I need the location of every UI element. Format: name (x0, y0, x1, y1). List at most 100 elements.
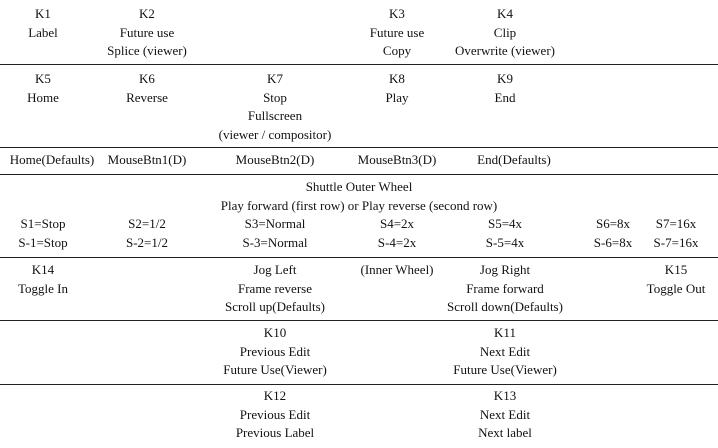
jog-function: Frame forward (466, 280, 544, 296)
key-label: K3 (389, 6, 405, 21)
cell-k4: K4 Clip Overwrite (viewer) (455, 5, 555, 61)
key-label: K2 (139, 6, 155, 21)
key-label: K7 (267, 71, 283, 86)
row-k1-k4: K1 Label K2 Future use Splice (viewer) K… (0, 0, 718, 64)
speed-forward: S6=8x (595, 216, 631, 231)
cell-s1: S1=Stop S-1=Stop (18, 215, 67, 252)
key-function: Label (28, 24, 58, 40)
cell-s7: S7=16x S-7=16x (654, 215, 699, 252)
key-function: Previous Edit (239, 406, 311, 422)
row-shuttle: Shuttle Outer Wheel Play forward (first … (0, 173, 718, 257)
key-function: Home (27, 89, 59, 105)
row-k12-k13: K12 Previous Edit Previous Label K13 Nex… (0, 382, 718, 446)
key-label: K12 (263, 388, 287, 403)
speed-reverse: S-6=8x (593, 234, 633, 250)
cell-k6: K6 Reverse (126, 70, 168, 107)
cell-k5: K5 Home (27, 70, 59, 107)
shuttle-heading: Shuttle Outer Wheel Play forward (first … (221, 178, 498, 215)
key-function: Previous Label (235, 425, 315, 441)
cell-s2: S2=1/2 S-2=1/2 (126, 215, 168, 252)
speed-forward: S2=1/2 (128, 216, 166, 231)
cell-s4: S4=2x S-4=2x (378, 215, 416, 252)
cell-home-defaults: Home(Defaults) (9, 152, 95, 167)
jog-function: Scroll down(Defaults) (447, 299, 563, 315)
key-function: End (494, 89, 516, 105)
speed-reverse: S-3=Normal (242, 234, 308, 250)
divider (0, 147, 718, 148)
key-function: Next Edit (479, 406, 531, 422)
divider (0, 174, 718, 175)
cell-s3: S3=Normal S-3=Normal (242, 215, 307, 252)
key-function: Stop (263, 89, 287, 105)
speed-reverse: S-1=Stop (18, 234, 68, 250)
key-function: Overwrite (viewer) (455, 43, 555, 59)
row-k5-k9: K5 Home K6 Reverse K7 Stop Fullscreen (v… (0, 65, 718, 147)
key-function: Next label (478, 425, 532, 441)
jog-label: Jog Left (253, 262, 297, 277)
cell-k10: K10 Previous Edit Future Use(Viewer) (223, 324, 327, 380)
key-label: K8 (389, 71, 405, 86)
row-k10-k11: K10 Previous Edit Future Use(Viewer) K11… (0, 319, 718, 383)
key-function: Future Use(Viewer) (453, 362, 557, 378)
key-function: Splice (viewer) (107, 43, 187, 59)
key-function: Next Edit (479, 343, 531, 359)
key-function: Future use (369, 24, 425, 40)
key-label: K15 (664, 262, 688, 277)
speed-reverse: S-7=16x (653, 234, 699, 250)
divider (0, 320, 718, 321)
cell-k9: K9 End (495, 70, 516, 107)
key-function: Previous Edit (239, 343, 311, 359)
key-label: K1 (35, 6, 51, 21)
key-label: K13 (493, 388, 517, 403)
key-function: Play (385, 89, 409, 105)
key-label: K4 (497, 6, 513, 21)
row-jog: K14 Toggle In Jog Left Frame reverse Scr… (0, 256, 718, 320)
shuttle-title: Shuttle Outer Wheel (305, 179, 413, 194)
cell-jog-right: Jog Right Frame forward Scroll down(Defa… (447, 261, 563, 317)
key-label: K6 (139, 71, 155, 86)
speed-forward: S3=Normal (244, 216, 306, 231)
cell-jog-left: Jog Left Frame reverse Scroll up(Default… (225, 261, 325, 317)
cell-k2: K2 Future use Splice (viewer) (107, 5, 187, 61)
speed-forward: S1=Stop (20, 216, 66, 231)
speed-reverse: S-2=1/2 (125, 234, 169, 250)
speed-forward: S5=4x (487, 216, 523, 231)
cell-k13: K13 Next Edit Next label (478, 387, 532, 443)
row-mouse-buttons: Home(Defaults) MouseBtn1(D) MouseBtn2(D)… (0, 146, 718, 174)
key-function: Reverse (126, 89, 168, 105)
key-function: Future use (119, 24, 175, 40)
jog-function: Scroll up(Defaults) (224, 299, 326, 315)
key-function: Toggle In (18, 280, 68, 296)
shuttle-subtitle: Play forward (first row) or Play reverse… (220, 197, 498, 213)
key-function: Toggle Out (646, 280, 706, 296)
cell-s6: S6=8x S-6=8x (594, 215, 632, 252)
cell-k12: K12 Previous Edit Previous Label (236, 387, 314, 443)
cell-k8: K8 Play (385, 70, 408, 107)
key-function: Clip (493, 24, 517, 40)
key-label: K11 (494, 325, 516, 340)
speed-reverse: S-5=4x (485, 234, 525, 250)
cell-mousebtn2: MouseBtn2(D) (235, 152, 315, 167)
cell-k14: K14 Toggle In (18, 261, 68, 298)
cell-k15: K15 Toggle Out (647, 261, 706, 298)
divider (0, 384, 718, 385)
cell-k7: K7 Stop Fullscreen (viewer / compositor) (219, 70, 332, 144)
key-function: (viewer / compositor) (218, 126, 332, 142)
key-label: K9 (497, 71, 513, 86)
key-function: Fullscreen (247, 108, 303, 124)
cell-k1: K1 Label (28, 5, 58, 42)
divider (0, 257, 718, 258)
speed-reverse: S-4=2x (377, 234, 417, 250)
key-function: Future Use(Viewer) (223, 362, 327, 378)
key-function: Copy (382, 43, 412, 59)
speed-forward: S4=2x (379, 216, 415, 231)
jog-label: Jog Right (479, 262, 531, 277)
cell-mousebtn3: MouseBtn3(D) (357, 152, 437, 167)
speed-forward: S7=16x (655, 216, 697, 231)
jog-function: Frame reverse (237, 280, 312, 296)
cell-k11: K11 Next Edit Future Use(Viewer) (453, 324, 557, 380)
cell-end-defaults: End(Defaults) (477, 152, 551, 167)
cell-mousebtn1: MouseBtn1(D) (107, 152, 187, 167)
key-label: K14 (31, 262, 55, 277)
key-label: K10 (263, 325, 287, 340)
